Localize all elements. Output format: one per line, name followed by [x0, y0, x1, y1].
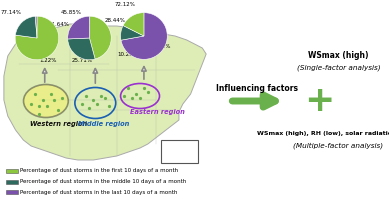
Text: 17.6%: 17.6% — [154, 45, 171, 49]
Text: 21.64%: 21.64% — [49, 21, 70, 26]
Text: Western region: Western region — [30, 121, 88, 127]
Text: (Single-factor analysis): (Single-factor analysis) — [297, 65, 380, 71]
Wedge shape — [121, 26, 144, 40]
Text: (Multiple-factor analysis): (Multiple-factor analysis) — [293, 143, 384, 149]
Text: Influencing factors: Influencing factors — [216, 84, 298, 93]
Polygon shape — [4, 24, 206, 160]
Text: +: + — [304, 84, 334, 118]
Text: 72.12%: 72.12% — [115, 2, 136, 7]
Text: 10.28%: 10.28% — [117, 51, 138, 56]
Bar — [6, 169, 18, 173]
Text: Percentage of dust storms in the middle 10 days of a month: Percentage of dust storms in the middle … — [20, 179, 186, 184]
Text: 77.14%: 77.14% — [1, 9, 22, 15]
Text: Percentage of dust storms in the first 10 days of a month: Percentage of dust storms in the first 1… — [20, 168, 178, 173]
Wedge shape — [16, 16, 37, 38]
Text: WSmax (high), RH (low), solar radiation (high): WSmax (high), RH (low), solar radiation … — [257, 132, 389, 136]
Text: 1.22%: 1.22% — [39, 58, 56, 62]
Wedge shape — [123, 13, 144, 36]
Text: 25.71%: 25.71% — [72, 58, 93, 64]
Text: Eastern region: Eastern region — [130, 109, 185, 115]
Wedge shape — [121, 13, 167, 59]
Text: 28.44%: 28.44% — [105, 19, 126, 23]
Text: 45.85%: 45.85% — [60, 10, 81, 16]
Ellipse shape — [23, 84, 68, 117]
Bar — [6, 180, 18, 184]
Bar — [6, 190, 18, 194]
Wedge shape — [89, 16, 111, 59]
Text: WSmax (high): WSmax (high) — [308, 51, 369, 60]
Wedge shape — [68, 16, 89, 39]
Text: Middle region: Middle region — [78, 121, 129, 127]
Wedge shape — [68, 38, 95, 60]
Text: Percentage of dust storms in the last 10 days of a month: Percentage of dust storms in the last 10… — [20, 190, 178, 195]
Wedge shape — [15, 16, 59, 60]
Wedge shape — [35, 16, 37, 38]
FancyBboxPatch shape — [161, 140, 198, 163]
